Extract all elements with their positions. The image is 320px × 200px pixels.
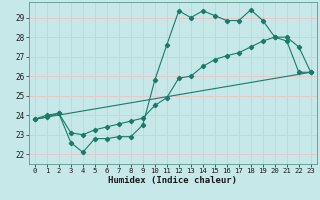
X-axis label: Humidex (Indice chaleur): Humidex (Indice chaleur) (108, 176, 237, 185)
